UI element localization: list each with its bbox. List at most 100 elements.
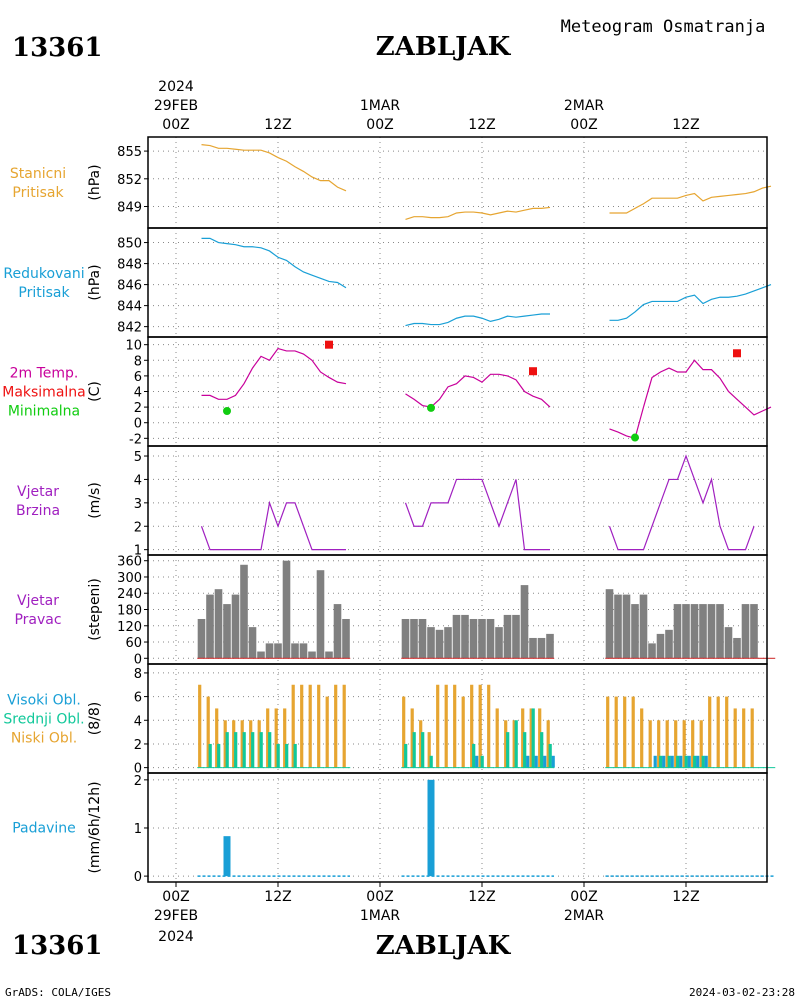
cloud-bar xyxy=(208,743,212,768)
wind-direction-bar xyxy=(418,618,427,659)
y-tick-label: 4 xyxy=(134,714,142,729)
cloud-bar xyxy=(223,720,227,768)
cloud-bar xyxy=(540,732,544,768)
cloud-bar xyxy=(543,755,547,768)
series-line xyxy=(608,454,755,551)
cloud-bar xyxy=(631,696,635,768)
cloud-bar xyxy=(676,755,680,768)
panel-title-line: Pritisak xyxy=(18,285,70,301)
y-tick-label: 849 xyxy=(117,201,142,216)
panel-frame xyxy=(147,336,768,447)
series-line xyxy=(405,313,550,327)
top-hour-label: 12Z xyxy=(468,117,495,133)
wind-direction-bar xyxy=(665,629,673,659)
wind-direction-bar xyxy=(495,627,503,659)
y-tick-label: 2 xyxy=(134,401,142,416)
tmin-marker xyxy=(427,403,435,412)
y-tick-label: 180 xyxy=(117,604,142,619)
wind-direction-bar xyxy=(257,651,265,659)
panel-1: 849 852 855 (hPa) Stanicni Pritisak xyxy=(10,136,772,229)
series-line xyxy=(405,373,551,408)
cloud-bar xyxy=(548,743,552,768)
cloud-bar xyxy=(742,708,746,768)
cloud-bar xyxy=(436,684,440,768)
wind-direction-bar xyxy=(750,604,758,659)
cloud-bar xyxy=(291,684,295,768)
wind-direction-bar xyxy=(656,633,665,659)
wind-direction-bar xyxy=(614,594,622,659)
cloud-bar xyxy=(478,684,482,768)
bottom-date-label: 29FEB xyxy=(154,908,198,924)
wind-direction-bar xyxy=(622,594,631,659)
wind-direction-bar xyxy=(699,604,707,659)
y-tick-label: 4 xyxy=(134,386,142,401)
y-axis-label: (m/s) xyxy=(87,482,103,519)
wind-direction-bar xyxy=(291,643,299,659)
panel-title-line: Minimalna xyxy=(8,404,80,420)
cloud-bar xyxy=(529,708,533,768)
meteogram-title: Meteogram Osmatranja xyxy=(561,17,766,37)
cloud-bar xyxy=(521,708,525,768)
station-id: 13361 xyxy=(12,33,102,63)
cloud-bar xyxy=(308,684,312,768)
bottom-hour-label: 00Z xyxy=(162,889,189,905)
cloud-bar xyxy=(679,755,683,768)
y-tick-label: 5 xyxy=(134,450,142,465)
wind-direction-bar xyxy=(325,651,333,659)
cloud-bar xyxy=(259,732,263,768)
panel-title-line: Pravac xyxy=(14,612,61,628)
bottom-hour-label: 12Z xyxy=(468,889,495,905)
cloud-bar xyxy=(232,720,236,768)
wind-direction-bar xyxy=(444,627,452,659)
wind-direction-bar xyxy=(410,618,418,659)
panel-title-line: Padavine xyxy=(12,821,76,837)
y-axis-label: (stepeni) xyxy=(87,578,103,641)
cloud-bar xyxy=(684,755,688,768)
cloud-bar xyxy=(402,696,406,768)
y-axis-label: (C) xyxy=(87,381,103,402)
cloud-bar xyxy=(531,708,535,768)
top-date-label: 1MAR xyxy=(360,98,401,114)
wind-direction-bar xyxy=(427,627,435,659)
cloud-bar xyxy=(427,732,431,768)
wind-direction-bar xyxy=(248,627,257,659)
cloud-bar xyxy=(334,684,338,768)
cloud-bar xyxy=(242,732,246,768)
cloud-bar xyxy=(657,720,661,768)
panel-frame xyxy=(147,136,768,229)
cloud-bar xyxy=(257,720,261,768)
series-line xyxy=(405,206,551,221)
bottom-date-label: 1MAR xyxy=(360,908,401,924)
y-tick-label: 4 xyxy=(134,473,142,488)
wind-direction-bar xyxy=(605,589,614,659)
wind-direction-bar xyxy=(282,560,291,659)
y-axis-label: (hPa) xyxy=(87,164,103,200)
wind-direction-bar xyxy=(274,643,282,659)
cloud-bar xyxy=(283,708,287,768)
panel-title-line: Stanicni xyxy=(10,166,66,182)
cloud-bar xyxy=(640,708,644,768)
panel-6: 0 2 4 6 8 (8/8) Visoki Obl. Srednji Obl. Niski O… xyxy=(3,663,776,777)
cloud-bar xyxy=(268,732,272,768)
y-tick-label: 848 xyxy=(117,258,142,273)
wind-direction-bar xyxy=(333,604,342,659)
cloud-bar xyxy=(512,720,516,768)
bottom-hour-label: 00Z xyxy=(570,889,597,905)
bottom-hour-label: 00Z xyxy=(366,889,393,905)
cloud-bar xyxy=(487,684,491,768)
cloud-bar xyxy=(495,708,499,768)
wind-direction-bar xyxy=(461,614,469,659)
series-line xyxy=(404,478,550,551)
wind-direction-bar xyxy=(529,637,537,659)
panel-frame xyxy=(147,445,768,556)
y-tick-label: 3 xyxy=(134,497,142,512)
panel-frame xyxy=(147,772,768,883)
cloud-bar xyxy=(674,720,678,768)
cloud-bar xyxy=(276,743,280,768)
panel-title-line: Srednji Obl. xyxy=(3,712,84,728)
cloud-bar xyxy=(215,708,219,768)
cloud-bar xyxy=(251,732,255,768)
panel-title-line: Maksimalna xyxy=(2,385,86,401)
